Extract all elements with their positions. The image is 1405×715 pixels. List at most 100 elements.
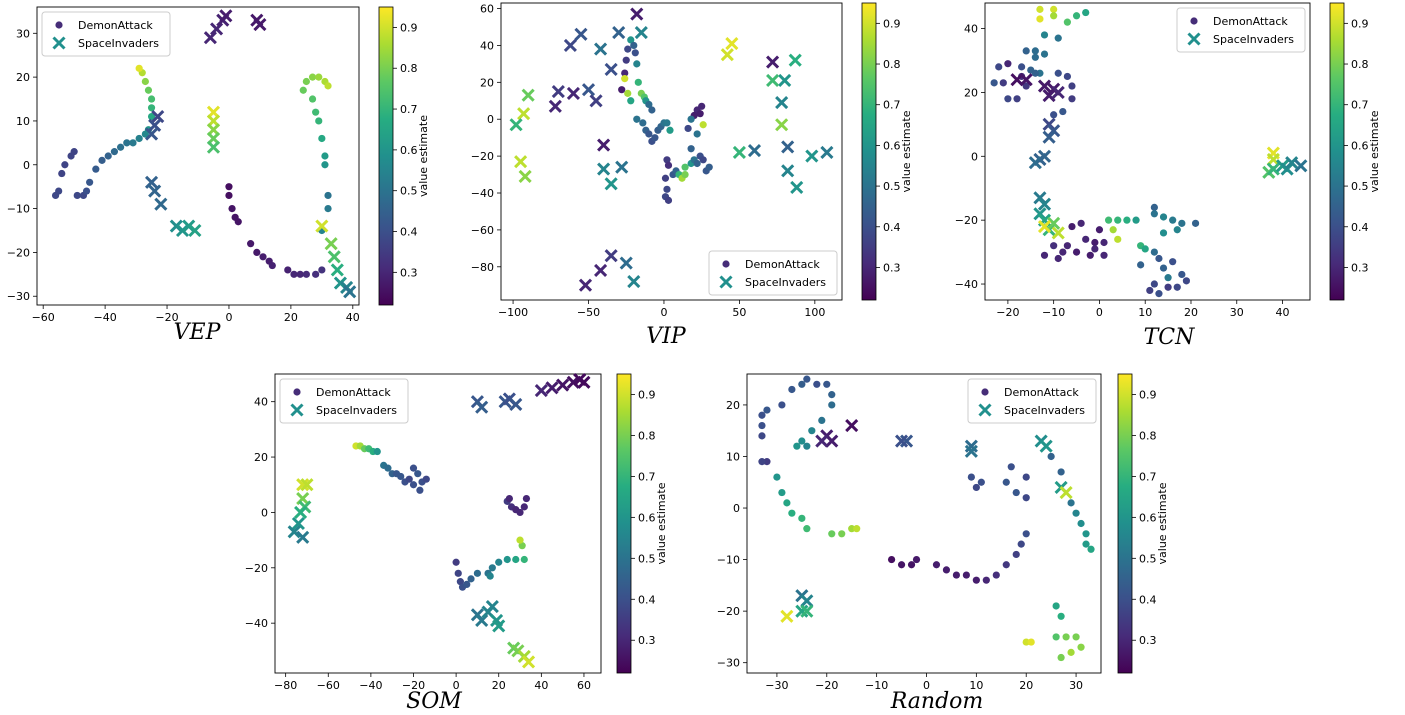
data-point-spaceinvaders <box>521 655 536 669</box>
data-point-spaceinvaders <box>556 378 570 392</box>
data-point-demonattack <box>1178 219 1186 227</box>
x-tick-label: 30 <box>1069 679 1083 692</box>
data-point-demonattack <box>634 78 642 86</box>
data-point-demonattack <box>1047 452 1055 461</box>
data-point-demonattack <box>416 486 424 494</box>
colorbar-tick-label: 0.8 <box>400 62 418 75</box>
data-point-demonattack <box>1022 494 1030 502</box>
data-point-spaceinvaders <box>154 197 168 211</box>
legend-label-spaceinvaders: SpaceInvaders <box>316 404 397 417</box>
legend-label-demonattack: DemonAttack <box>1213 15 1288 28</box>
y-tick-label: 0 <box>487 113 494 126</box>
data-point-spaceinvaders <box>805 149 819 163</box>
x-tick-label: 60 <box>577 679 591 692</box>
colorbar-label: value estimate <box>655 482 668 564</box>
data-point-demonattack <box>1169 216 1177 224</box>
data-point-demonattack <box>813 380 821 388</box>
legend: DemonAttack SpaceInvaders <box>279 378 409 424</box>
y-tick-label: 0 <box>23 159 30 172</box>
x-tick-label: −100 <box>498 306 528 319</box>
data-point-demonattack <box>1027 638 1035 646</box>
data-point-spaceinvaders <box>604 249 618 263</box>
data-point-demonattack <box>522 494 531 503</box>
data-point-demonattack <box>452 558 460 566</box>
data-point-spaceinvaders <box>509 118 523 132</box>
data-point-spaceinvaders <box>1037 219 1052 234</box>
data-point-demonattack <box>1159 229 1168 237</box>
data-point-demonattack <box>1067 499 1075 507</box>
data-point-demonattack <box>1164 283 1172 291</box>
data-point-demonattack <box>618 86 626 94</box>
data-point-demonattack <box>1031 47 1039 55</box>
data-point-demonattack <box>86 178 94 186</box>
data-point-demonattack <box>1150 280 1158 288</box>
data-point-spaceinvaders <box>630 7 644 21</box>
x-tick-label: 0 <box>923 679 930 692</box>
data-point-spaceinvaders <box>781 164 795 178</box>
y-tick-label: −20 <box>7 246 30 259</box>
data-point-demonattack <box>967 473 975 481</box>
data-point-demonattack <box>321 152 329 160</box>
data-point-demonattack <box>1082 530 1090 538</box>
panel-title: VIP <box>646 324 687 349</box>
legend-marker-spaceinvaders <box>52 36 66 50</box>
data-point-spaceinvaders <box>324 237 338 251</box>
data-point-demonattack <box>312 108 320 116</box>
data-point-demonattack <box>1146 286 1154 295</box>
data-point-demonattack <box>104 152 112 160</box>
data-point-demonattack <box>1137 261 1145 269</box>
data-point-spaceinvaders <box>594 263 608 278</box>
data-point-demonattack <box>1040 251 1049 259</box>
data-point-demonattack <box>516 508 524 517</box>
data-point-spaceinvaders <box>327 250 341 264</box>
data-point-demonattack <box>952 571 961 579</box>
data-point-spaceinvaders <box>545 381 559 395</box>
data-point-demonattack <box>758 411 766 419</box>
data-point-spaceinvaders <box>790 180 804 195</box>
data-point-demonattack <box>324 191 332 200</box>
data-point-demonattack <box>977 478 985 486</box>
data-point-demonattack <box>631 49 639 57</box>
data-point-demonattack <box>454 569 462 577</box>
data-point-spaceinvaders <box>634 25 648 40</box>
data-point-spaceinvaders <box>825 434 839 448</box>
data-point-demonattack <box>972 483 980 492</box>
x-tick-label: 30 <box>1230 306 1244 319</box>
x-tick-label: 20 <box>492 679 506 692</box>
data-point-demonattack <box>1100 238 1108 247</box>
data-point-demonattack <box>698 102 706 110</box>
data-point-demonattack <box>414 470 422 478</box>
y-tick-label: −20 <box>245 562 268 575</box>
data-point-demonattack <box>82 187 91 195</box>
data-point-demonattack <box>61 161 69 169</box>
data-point-demonattack <box>838 530 846 538</box>
data-point-demonattack <box>1082 235 1090 243</box>
data-point-demonattack <box>1114 235 1122 243</box>
data-point-spaceinvaders <box>206 140 221 154</box>
data-point-demonattack <box>1169 258 1177 266</box>
data-point-demonattack <box>1155 254 1163 263</box>
data-point-demonattack <box>129 139 137 147</box>
data-point-demonattack <box>1109 226 1117 234</box>
data-point-spaceinvaders <box>315 219 329 233</box>
data-point-demonattack <box>693 159 701 168</box>
data-point-demonattack <box>253 248 261 257</box>
colorbar-tick-label: 0.5 <box>1351 180 1369 193</box>
legend-box <box>279 378 409 424</box>
data-point-demonattack <box>699 156 707 164</box>
data-point-spaceinvaders <box>300 478 314 492</box>
y-tick-label: −20 <box>955 214 978 227</box>
data-point-demonattack <box>788 385 796 394</box>
series-DemonAttack <box>352 442 531 591</box>
data-point-demonattack <box>848 525 856 533</box>
data-point-spaceinvaders <box>604 62 618 76</box>
data-point-demonattack <box>234 218 242 226</box>
data-point-demonattack <box>1057 653 1065 662</box>
data-point-demonattack <box>1159 264 1168 272</box>
data-point-demonattack <box>70 148 78 156</box>
data-point-demonattack <box>648 106 656 114</box>
data-point-demonattack <box>1150 248 1158 256</box>
data-point-demonattack <box>247 240 255 248</box>
data-point-demonattack <box>758 421 766 430</box>
data-point-spaceinvaders <box>578 278 593 292</box>
